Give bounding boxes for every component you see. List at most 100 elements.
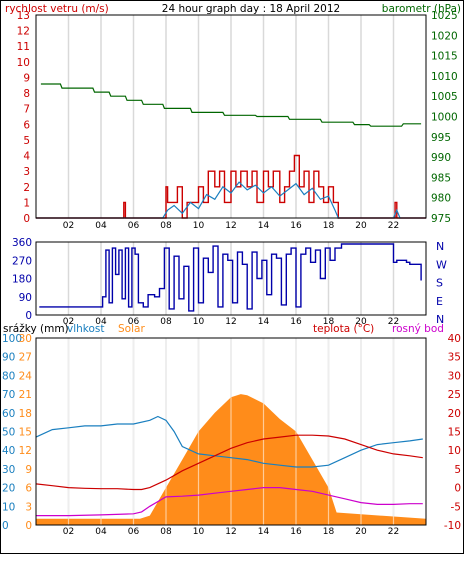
rain-y-tick-label: 21 xyxy=(19,389,32,401)
baro-y-tick-label: 1015 xyxy=(431,51,458,63)
x-tick-label: 16 xyxy=(290,221,302,231)
baro-y-tick-label: 1005 xyxy=(431,91,458,103)
x-tick-label: 22 xyxy=(388,527,399,537)
wind-y-tick-label: 1 xyxy=(23,197,30,209)
wind-y-tick-label: 4 xyxy=(23,151,30,163)
wind-y-tick-label: 9 xyxy=(23,72,30,84)
x-tick-label: 14 xyxy=(258,527,270,537)
winddir-y-tick-label: 180 xyxy=(12,274,32,286)
wind-y-tick-label: 6 xyxy=(23,119,30,131)
temperature-y-tick-label: 30 xyxy=(448,370,461,382)
x-tick-label: 18 xyxy=(323,221,335,231)
baro-y-tick-label: 1000 xyxy=(431,112,458,124)
rain-y-tick-label: 15 xyxy=(19,427,32,439)
compass-label: N xyxy=(436,240,444,253)
humidity-y-tick-label: 90 xyxy=(2,352,15,364)
wind-y-tick-label: 2 xyxy=(23,182,30,194)
x-tick-label: 06 xyxy=(128,317,140,327)
temperature-y-tick-label: 20 xyxy=(448,408,461,420)
humidity-y-tick-label: 0 xyxy=(2,520,9,532)
x-tick-label: 08 xyxy=(160,317,172,327)
humidity-y-tick-label: 40 xyxy=(2,445,15,457)
rain-axis-label: srážky (mm) xyxy=(3,323,69,335)
wind-y-tick-label: 13 xyxy=(17,10,30,22)
humidity-axis-label: vlhkost xyxy=(67,323,105,335)
wind-gust-line xyxy=(36,181,426,219)
wind-y-tick-label: 0 xyxy=(23,213,30,225)
x-tick-label: 04 xyxy=(95,317,107,327)
dewpoint-line xyxy=(36,487,423,517)
wind-y-tick-label: 5 xyxy=(23,135,30,147)
temperature-y-tick-label: 25 xyxy=(448,389,461,401)
temperature-y-tick-label: 0 xyxy=(454,483,461,495)
humidity-y-tick-label: 100 xyxy=(2,333,22,345)
wind-y-tick-label: 8 xyxy=(23,88,30,100)
x-tick-label: 12 xyxy=(225,221,236,231)
temperature-y-tick-label: -10 xyxy=(444,520,461,532)
plot-border-3 xyxy=(35,337,427,526)
x-tick-label: 20 xyxy=(355,317,367,327)
rain-y-tick-label: 27 xyxy=(19,352,32,364)
x-tick-label: 08 xyxy=(160,527,172,537)
x-tick-label: 18 xyxy=(323,317,335,327)
plot-border-1 xyxy=(35,14,427,219)
humidity-y-tick-label: 20 xyxy=(2,483,15,495)
rain-y-tick-label: 18 xyxy=(19,408,32,420)
x-tick-label: 10 xyxy=(193,317,205,327)
rain-y-tick-label: 6 xyxy=(25,483,32,495)
humidity-y-tick-label: 70 xyxy=(2,389,15,401)
baro-y-tick-label: 985 xyxy=(431,172,451,184)
temperature-axis-label: teplota (°C) xyxy=(313,323,374,335)
compass-label: S xyxy=(436,277,443,290)
compass-label: N xyxy=(436,313,444,326)
chart-title: 24 hour graph day : 18 April 2012 xyxy=(162,3,340,15)
x-tick-label: 06 xyxy=(128,527,140,537)
x-tick-label: 16 xyxy=(290,527,302,537)
x-tick-label: 22 xyxy=(388,221,399,231)
baro-y-tick-label: 980 xyxy=(431,193,451,205)
baro-y-tick-label: 990 xyxy=(431,152,451,164)
dewpoint-label: rosný bod xyxy=(392,323,444,335)
humidity-y-tick-label: 80 xyxy=(2,370,15,382)
rain-y-tick-label: 30 xyxy=(19,333,32,345)
x-tick-label: 04 xyxy=(95,221,107,231)
humidity-y-tick-label: 30 xyxy=(2,464,15,476)
baro-y-tick-label: 995 xyxy=(431,132,451,144)
compass-label: W xyxy=(436,258,447,271)
wind-direction-line xyxy=(39,243,422,312)
winddir-y-tick-label: 0 xyxy=(25,310,32,322)
plot-border-2 xyxy=(35,241,427,316)
temperature-line xyxy=(35,434,423,491)
temperature-y-tick-label: 10 xyxy=(448,445,461,457)
x-tick-label: 10 xyxy=(193,527,205,537)
humidity-y-tick-label: 60 xyxy=(2,408,15,420)
humidity-y-tick-label: 50 xyxy=(2,427,15,439)
rain-y-tick-label: 12 xyxy=(19,445,32,457)
baro-y-tick-label: 975 xyxy=(431,213,451,225)
x-tick-label: 04 xyxy=(95,527,107,537)
weather-chart: rychlost vetru (m/s) 24 hour graph day :… xyxy=(2,3,461,537)
x-tick-label: 12 xyxy=(225,527,236,537)
barometer-line xyxy=(40,83,422,127)
winddir-y-tick-label: 90 xyxy=(19,292,32,304)
winddir-y-tick-label: 270 xyxy=(12,255,32,267)
baro-y-tick-label: 1020 xyxy=(431,30,458,42)
x-tick-label: 20 xyxy=(355,527,367,537)
x-tick-label: 18 xyxy=(323,527,335,537)
x-tick-label: 02 xyxy=(63,317,74,327)
x-tick-label: 08 xyxy=(160,221,172,231)
x-tick-label: 06 xyxy=(128,221,140,231)
compass-label: E xyxy=(436,295,443,308)
wind-y-tick-label: 11 xyxy=(17,41,30,53)
solar-label: Solar xyxy=(118,323,145,335)
temperature-y-tick-label: 40 xyxy=(448,333,461,345)
wind-y-tick-label: 10 xyxy=(17,57,30,69)
wind-speed-line xyxy=(36,154,426,219)
x-tick-label: 14 xyxy=(258,221,270,231)
barometer-axis-label: barometr (hPa) xyxy=(382,3,461,15)
baro-y-tick-label: 1025 xyxy=(431,10,458,22)
humidity-y-tick-label: 10 xyxy=(2,501,15,513)
x-tick-label: 02 xyxy=(63,221,74,231)
baro-y-tick-label: 1010 xyxy=(431,71,458,83)
x-tick-label: 12 xyxy=(225,317,236,327)
